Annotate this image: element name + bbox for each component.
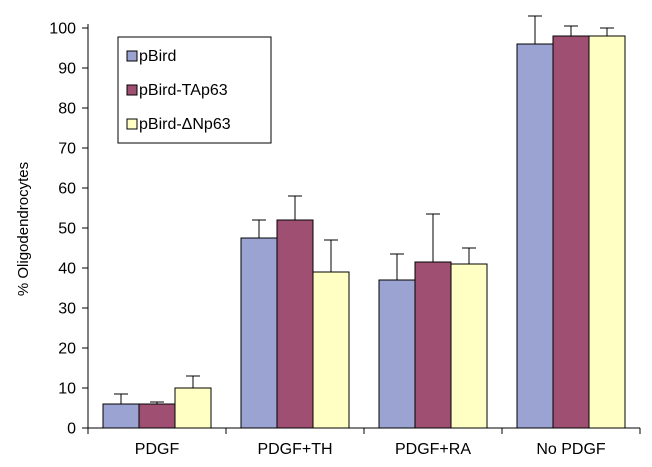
legend-label-3: pBird-ΔNp63 [139, 116, 231, 133]
bar-3-2 [312, 271, 350, 429]
y-tick-label-1: 10 [58, 381, 76, 398]
y-tick-label-2: 20 [58, 341, 76, 358]
bar-2-2 [276, 219, 314, 429]
x-category-label-4: No PDGF [536, 441, 606, 458]
bar-2-4 [552, 35, 590, 429]
legend-label-2: pBird-TAp63 [139, 82, 228, 99]
bar-1-2 [240, 237, 278, 429]
axes-layer [82, 24, 641, 434]
bar-2-1 [138, 403, 176, 429]
error-bars-layer [114, 15, 614, 404]
y-tick-label-5: 50 [58, 221, 76, 238]
legend-label-1: pBird [139, 48, 176, 65]
labels-layer: 0 10 20 30 40 50 60 70 80 90 100 PDGF PDGF+TH PDGF+RA… [49, 21, 606, 459]
x-category-label-3: PDGF+RA [395, 441, 471, 458]
x-category-label-2: PDGF+TH [257, 441, 332, 458]
y-tick-label-6: 60 [58, 181, 76, 198]
legend-swatch-2 [126, 84, 138, 96]
y-tick-label-7: 70 [58, 141, 76, 158]
legend-swatch-3 [126, 118, 138, 130]
legend-box [117, 36, 272, 144]
y-tick-label-4: 40 [58, 261, 76, 278]
bar-1-1 [102, 403, 140, 429]
y-tick-label-8: 80 [58, 101, 76, 118]
bar-3-4 [588, 35, 626, 429]
bar-3-3 [450, 263, 488, 429]
x-category-label-1: PDGF [135, 441, 180, 458]
bars-layer [102, 35, 626, 429]
y-axis-title: % Oligodendrocytes [15, 162, 32, 296]
bar-3-1 [174, 387, 212, 429]
legend: pBird pBird-TAp63 pBird-ΔNp63 [117, 36, 272, 144]
bar-1-3 [378, 279, 416, 429]
bar-1-4 [516, 43, 554, 429]
y-tick-label-0: 0 [67, 421, 76, 438]
legend-swatch-1 [126, 50, 138, 62]
bar-2-3 [414, 261, 452, 429]
y-tick-label-9: 90 [58, 61, 76, 78]
y-tick-label-3: 30 [58, 301, 76, 318]
y-tick-label-10: 100 [49, 21, 76, 38]
